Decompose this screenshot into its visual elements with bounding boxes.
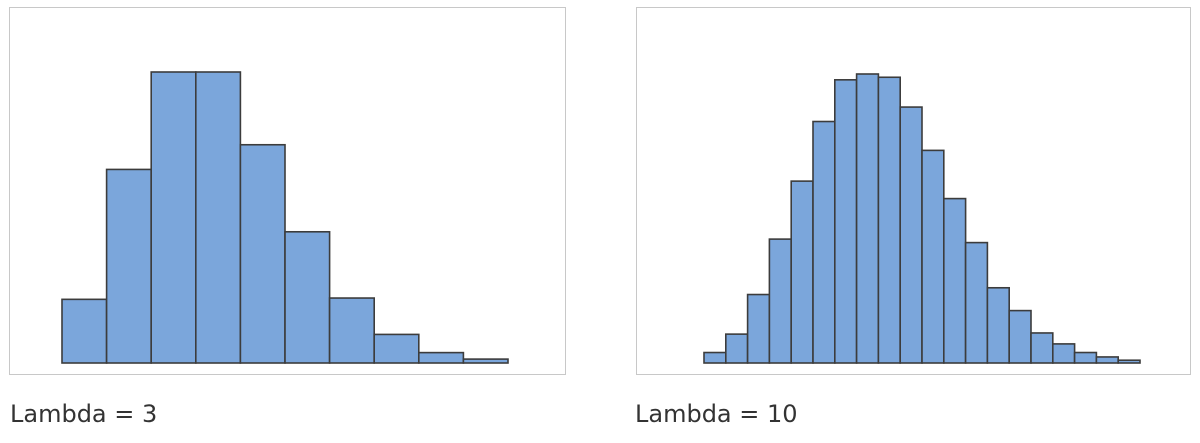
histogram-bar-2 (150, 71, 197, 364)
histogram-bar-8 (855, 73, 880, 364)
chart-frame (636, 7, 1191, 375)
histogram-bar-2 (725, 333, 749, 364)
histogram-bar-8 (417, 351, 465, 364)
histogram-bar-17 (1051, 343, 1076, 364)
histogram-bar-3 (746, 293, 771, 364)
chart-caption: Lambda = 10 (635, 400, 798, 428)
histogram-bar-11 (921, 149, 945, 364)
histogram-bar-1 (703, 351, 727, 364)
histogram-bar-5 (790, 180, 814, 364)
histogram-bar-6 (812, 120, 836, 364)
histogram-bar-9 (877, 76, 901, 364)
histogram-bar-7 (834, 79, 858, 364)
histogram-lambda-3 (61, 71, 509, 364)
histogram-bar-20 (1117, 359, 1141, 364)
histogram-bar-10 (899, 106, 923, 364)
histogram-bar-1 (105, 168, 152, 364)
histogram-bar-14 (986, 286, 1010, 364)
histogram-lambda-10 (703, 73, 1141, 364)
histogram-bar-19 (1095, 356, 1119, 364)
histogram-bar-16 (1030, 332, 1054, 364)
histogram-bar-0 (61, 298, 108, 364)
histogram-bar-6 (328, 297, 376, 364)
histogram-bar-15 (1008, 309, 1032, 364)
histogram-bar-5 (284, 230, 331, 364)
chart-caption: Lambda = 3 (10, 400, 158, 428)
histogram-bar-4 (239, 143, 286, 364)
histogram-bar-3 (195, 71, 242, 364)
histogram-bar-18 (1073, 351, 1098, 364)
histogram-bar-7 (373, 333, 420, 364)
histogram-bar-13 (964, 241, 989, 364)
histogram-bar-9 (462, 358, 509, 364)
histogram-bar-12 (942, 197, 967, 364)
chart-frame (9, 7, 566, 375)
histogram-bar-4 (768, 238, 792, 364)
